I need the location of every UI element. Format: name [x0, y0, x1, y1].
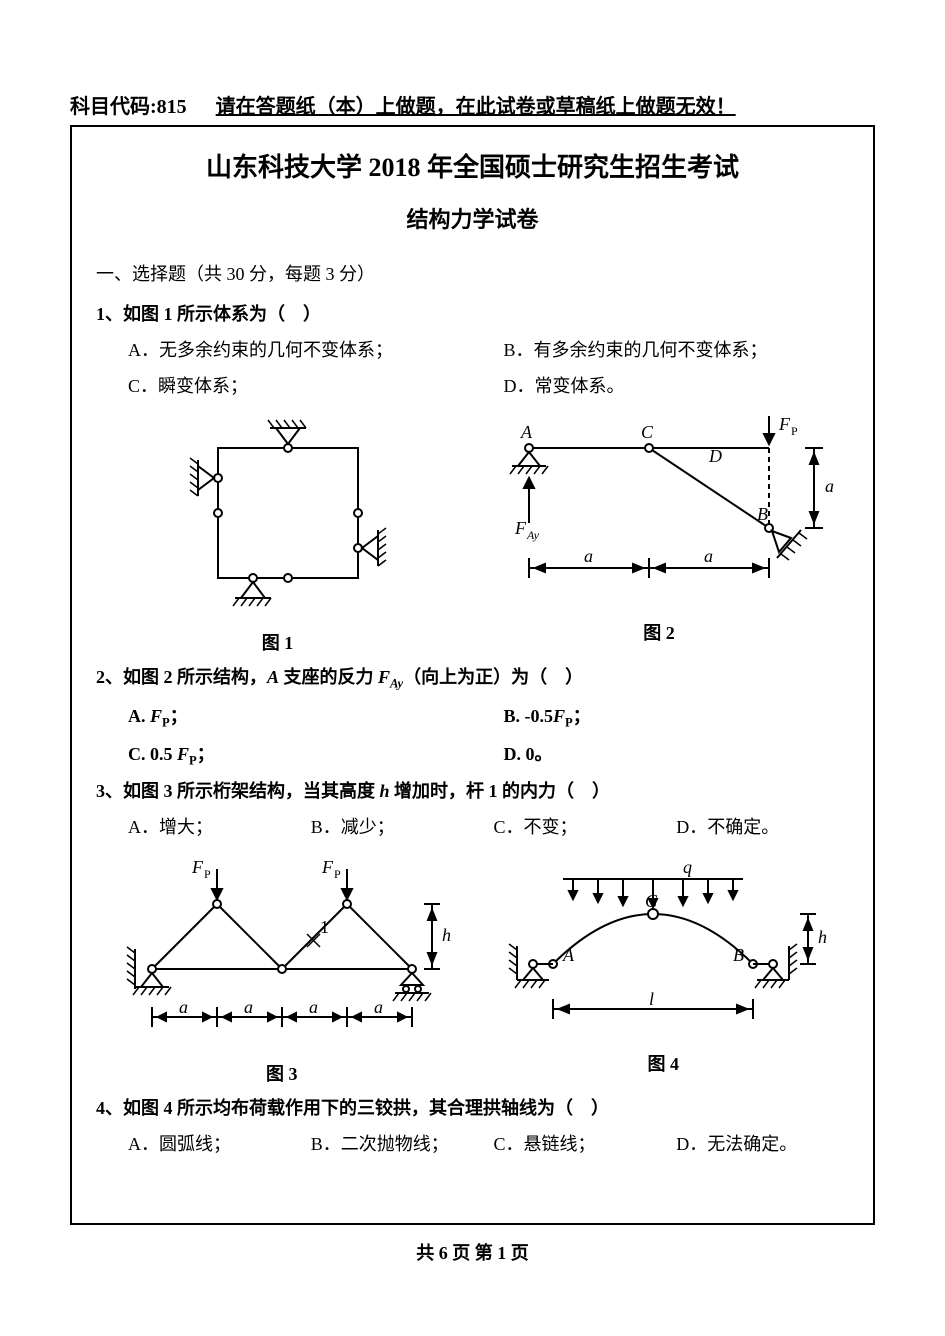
code-value: 815 — [157, 96, 187, 118]
svg-text:P: P — [791, 424, 798, 438]
section-1-head: 一、选择题（共 30 分，每题 3 分） — [96, 260, 849, 286]
q1-opt-d: D．常变体系。 — [504, 372, 850, 398]
figure-3: FP FP 1 h aaaa — [102, 849, 462, 1049]
q2b-Fp: P — [565, 715, 573, 729]
fig2-wrap: A C D B FP FAy aa a 图 2 — [469, 408, 849, 655]
fig3-caption: 图 3 — [96, 1060, 468, 1086]
svg-text:a: a — [179, 997, 188, 1017]
q4-opt-c: C．悬链线； — [494, 1130, 667, 1156]
q3-opt-a: A．增大； — [128, 813, 301, 839]
q2b-F: F — [553, 706, 565, 726]
q4-options: A．圆弧线； B．二次抛物线； C．悬链线； D．无法确定。 — [128, 1130, 849, 1156]
svg-text:Ay: Ay — [526, 528, 540, 542]
svg-text:F: F — [514, 518, 527, 538]
svg-text:P: P — [334, 867, 341, 881]
q2-stem-p3: （向上为正）为（ ） — [403, 667, 583, 687]
fig1-wrap: 图 1 — [96, 408, 459, 655]
q3-sym-h: h — [380, 781, 390, 801]
q2-stem-p2: 支座的反力 — [279, 667, 378, 687]
fig2-caption: 图 2 — [469, 619, 849, 645]
figure-2: A C D B FP FAy aa a — [469, 408, 849, 608]
q2a-F: F — [150, 706, 162, 726]
q2-stem: 2、如图 2 所示结构，A 支座的反力 FAy（向上为正）为（ ） — [96, 663, 849, 692]
figs-row-1: 图 1 — [96, 408, 849, 655]
svg-text:A: A — [520, 422, 533, 442]
svg-text:C: C — [645, 891, 658, 911]
q3-stem-p2: 增加时，杆 1 的内力（ ） — [390, 781, 611, 801]
title-sub: 结构力学试卷 — [96, 202, 849, 234]
svg-text:P: P — [204, 867, 211, 881]
svg-text:B: B — [733, 945, 744, 965]
q2-sym-Fay: Ay — [390, 677, 403, 691]
header-warning: 请在答题纸（本）上做题，在此试卷或草稿纸上做题无效！ — [216, 96, 736, 118]
q2-stem-p1: 2、如图 2 所示结构， — [96, 667, 267, 687]
q1-opt-b: B．有多余约束的几何不变体系； — [504, 336, 850, 362]
q3-opt-b: B．减少； — [311, 813, 484, 839]
svg-text:a: a — [584, 546, 593, 566]
figure-4: q C A B h l — [483, 849, 843, 1039]
q4-opt-b: B．二次抛物线； — [311, 1130, 484, 1156]
q2-sym-F: F — [378, 667, 390, 687]
q2-opt-d: D. 0。 — [504, 740, 850, 769]
q3-options: A．增大； B．减少； C．不变； D．不确定。 — [128, 813, 849, 839]
svg-text:h: h — [442, 925, 451, 945]
svg-text:1: 1 — [320, 917, 329, 937]
q4-opt-a: A．圆弧线； — [128, 1130, 301, 1156]
exam-frame: 山东科技大学 2018 年全国硕士研究生招生考试 结构力学试卷 一、选择题（共 … — [70, 125, 875, 1225]
svg-text:h: h — [818, 927, 827, 947]
q2-options: A. FP； B. -0.5FP； C. 0.5 FP； D. 0。 — [128, 702, 849, 769]
figure-1 — [148, 408, 408, 618]
svg-text:a: a — [374, 997, 383, 1017]
q2-sym-A: A — [267, 667, 279, 687]
fig1-caption: 图 1 — [96, 629, 459, 655]
svg-text:D: D — [708, 446, 722, 466]
svg-text:F: F — [191, 857, 204, 877]
svg-text:a: a — [704, 546, 713, 566]
q4-stem: 4、如图 4 所示均布荷载作用下的三铰拱，其合理拱轴线为（ ） — [96, 1094, 849, 1120]
q1-opt-a: A．无多余约束的几何不变体系； — [128, 336, 474, 362]
q2a-semi: ； — [170, 706, 188, 726]
svg-text:B: B — [757, 504, 768, 524]
svg-text:q: q — [683, 857, 692, 877]
svg-text:a: a — [309, 997, 318, 1017]
q2a-pre: A. — [128, 706, 150, 726]
q3-opt-d: D．不确定。 — [676, 813, 849, 839]
page-footer: 共 6 页 第 1 页 — [70, 1239, 875, 1265]
svg-text:l: l — [649, 989, 654, 1009]
svg-text:F: F — [321, 857, 334, 877]
q2a-Fp: P — [162, 715, 170, 729]
svg-text:F: F — [778, 414, 791, 434]
fig3-wrap: FP FP 1 h aaaa 图 3 — [96, 849, 468, 1086]
figs-row-2: FP FP 1 h aaaa 图 3 — [96, 849, 849, 1086]
q2c-Fp: P — [189, 754, 197, 768]
svg-text:a: a — [825, 476, 834, 496]
q1-stem: 1、如图 1 所示体系为（ ） — [96, 300, 849, 326]
q2-opt-c: C. 0.5 FP； — [128, 740, 474, 769]
q2b-pre: B. -0.5 — [504, 706, 554, 726]
header-line: 科目代码:815 请在答题纸（本）上做题，在此试卷或草稿纸上做题无效！ — [70, 90, 875, 119]
q3-opt-c: C．不变； — [494, 813, 667, 839]
page: 科目代码:815 请在答题纸（本）上做题，在此试卷或草稿纸上做题无效！ 山东科技… — [0, 0, 945, 1305]
fig4-wrap: q C A B h l 图 4 — [478, 849, 850, 1086]
title-main: 山东科技大学 2018 年全国硕士研究生招生考试 — [96, 147, 849, 184]
q2c-pre: C. 0.5 — [128, 744, 177, 764]
q4-opt-d: D．无法确定。 — [676, 1130, 849, 1156]
svg-text:a: a — [244, 997, 253, 1017]
q2-opt-b: B. -0.5FP； — [504, 702, 850, 731]
q3-stem-p1: 3、如图 3 所示桁架结构，当其高度 — [96, 781, 380, 801]
svg-text:A: A — [562, 945, 575, 965]
q1-options: A．无多余约束的几何不变体系； B．有多余约束的几何不变体系； C．瞬变体系； … — [128, 336, 849, 398]
q2b-semi: ； — [573, 706, 591, 726]
q1-opt-c: C．瞬变体系； — [128, 372, 474, 398]
q3-stem: 3、如图 3 所示桁架结构，当其高度 h 增加时，杆 1 的内力（ ） — [96, 777, 849, 803]
q2c-semi: ； — [197, 744, 215, 764]
fig4-caption: 图 4 — [478, 1050, 850, 1076]
q2c-F: F — [177, 744, 189, 764]
q2-opt-a: A. FP； — [128, 702, 474, 731]
svg-text:C: C — [641, 422, 654, 442]
code-label: 科目代码: — [70, 96, 157, 118]
